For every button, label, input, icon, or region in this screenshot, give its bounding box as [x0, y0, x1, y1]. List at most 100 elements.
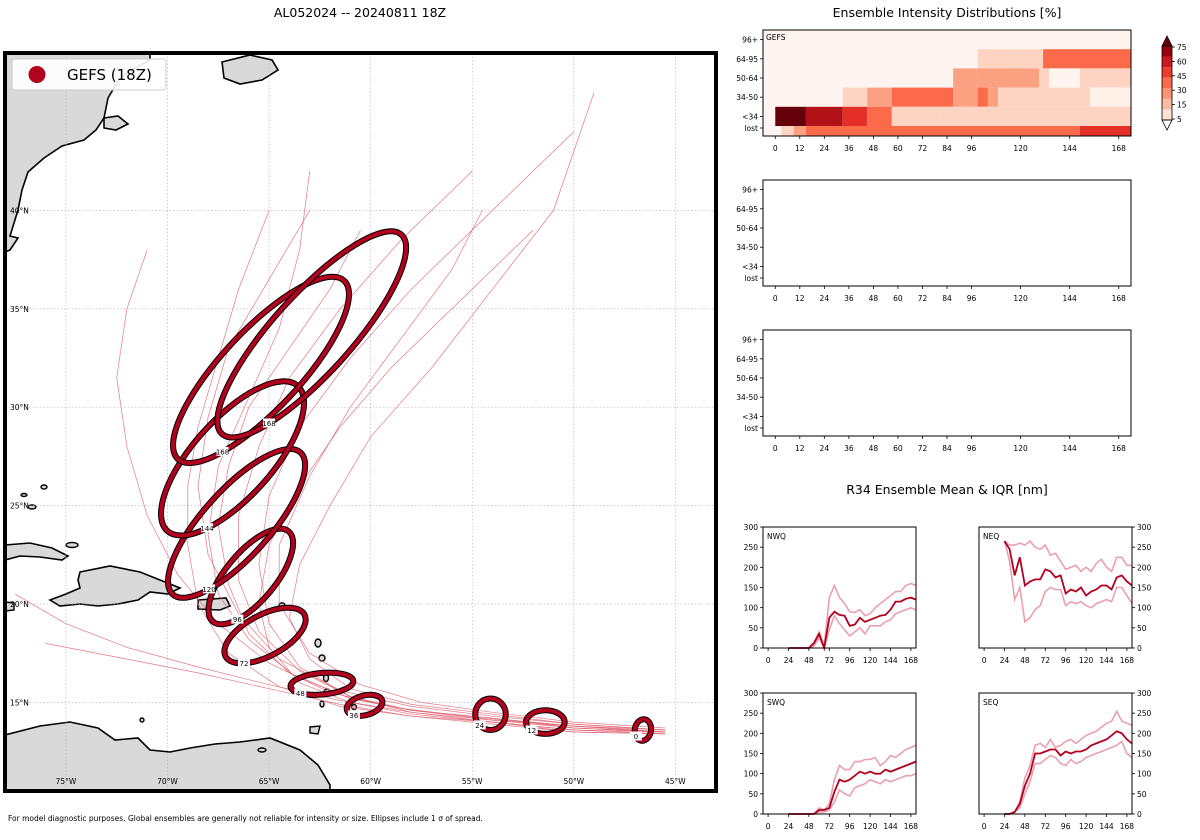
heatmap-cell	[940, 106, 1131, 126]
r34-iqr-lower	[1004, 740, 1133, 815]
heatmap-cell	[953, 68, 978, 88]
jamaica-land	[5, 601, 15, 612]
member-track	[278, 210, 666, 729]
r34-y-tick-label: 200	[1137, 729, 1152, 738]
heatmap-cell	[842, 106, 868, 126]
r34-x-tick-label: 48	[804, 822, 814, 831]
ellipse-96	[206, 526, 296, 627]
trinidad-land	[309, 725, 321, 735]
map-lat-tick-label: 20°N	[10, 600, 29, 609]
r34-x-tick-label: 96	[1061, 822, 1071, 831]
map-legend: GEFS (18Z)	[11, 58, 167, 91]
r34-y-tick-label: 50	[1137, 624, 1147, 633]
r34-y-tick-label: 50	[748, 790, 758, 799]
heatmap-x-tick-label: 168	[1112, 144, 1127, 153]
heatmap-x-tick-label: 120	[1013, 294, 1028, 303]
r34-title: R34 Ensemble Mean & IQR [nm]	[846, 482, 1048, 497]
r34-x-tick-label: 72	[825, 822, 835, 831]
heatmap-row-label: 34-50	[736, 243, 758, 252]
ellipse-label-bg	[262, 418, 275, 428]
r34-x-tick-label: 24	[1000, 656, 1010, 665]
r34-y-tick-label: 150	[1137, 584, 1152, 593]
ellipse-label-bg	[202, 584, 215, 594]
r34-x-tick-label: 144	[883, 822, 898, 831]
ellipse-24	[473, 696, 508, 732]
heatmap-x-tick-label: 96	[967, 294, 977, 303]
heatmap-cell	[1079, 68, 1131, 88]
heatmap-cell	[891, 106, 941, 126]
r34-x-tick-label: 72	[1041, 822, 1051, 831]
heatmap-row-label: <34	[742, 412, 758, 421]
r34-y-tick-label: 300	[744, 689, 759, 698]
heatmap-x-tick-label: 84	[942, 444, 952, 453]
heatmap-row-label: 64-95	[736, 205, 758, 214]
heatmap-x-tick-label: 24	[820, 294, 830, 303]
heatmap-x-tick-label: 144	[1063, 144, 1078, 153]
intensity-title: Ensemble Intensity Distributions [%]	[833, 5, 1062, 20]
heatmap-x-tick-label: 12	[795, 294, 805, 303]
r34-x-tick-label: 144	[1099, 822, 1114, 831]
ellipse-48	[288, 670, 356, 697]
heatmap-x-tick-label: 168	[1112, 444, 1127, 453]
r34-y-tick-label: 100	[744, 770, 759, 779]
heatmap-row-label: 34-50	[736, 93, 758, 102]
map-lat-tick-label: 30°N	[10, 403, 29, 412]
r34-x-tick-label: 96	[1061, 656, 1071, 665]
r34-x-tick-label: 168	[1120, 822, 1135, 831]
legend-marker	[28, 66, 46, 83]
intensity-colorbar: 5 15 30 45 60 75	[1161, 35, 1187, 131]
r34-x-tick-label: 48	[1020, 822, 1030, 831]
heatmap-cell	[775, 68, 954, 88]
ellipse-72	[222, 605, 308, 666]
heatmap-x-tick-label: 0	[773, 294, 778, 303]
r34-y-tick-label: 250	[1137, 709, 1152, 718]
heatmap-x-tick-label: 24	[820, 144, 830, 153]
r34-x-tick-label: 144	[883, 656, 898, 665]
ellipse-label-bg	[201, 523, 214, 533]
r34-x-tick-label: 120	[863, 656, 878, 665]
intensity-panel-gefs: 96+ 64-95 50-64 34-50 <34 lost 0 12 24 36 48 60 72 84…	[736, 29, 1132, 153]
r34-y-tick-label: 150	[744, 750, 759, 759]
heatmap-cell	[1043, 49, 1131, 69]
member-track	[238, 170, 666, 733]
r34-x-tick-label: 120	[1079, 656, 1094, 665]
r34-y-tick-label: 300	[1137, 689, 1152, 698]
r34-quadrant-label: SEQ	[983, 698, 998, 707]
ellipse-label-bg	[237, 658, 250, 668]
heatmap-cell	[998, 87, 1091, 107]
r34-y-tick-label: 100	[1137, 770, 1152, 779]
r34-iqr-lower	[1003, 540, 1133, 624]
map-lon-tick-label: 45°W	[665, 777, 686, 786]
heatmap-row-label: lost	[744, 124, 758, 133]
heatmap-x-tick-label: 144	[1063, 294, 1078, 303]
heatmap-cell	[781, 126, 794, 136]
ellipse-label-bg	[231, 614, 244, 624]
r34-y-tick-label: 100	[744, 604, 759, 613]
r34-x-tick-label: 96	[845, 822, 855, 831]
r34-y-tick-label: 250	[744, 709, 759, 718]
r34-iqr-upper	[1004, 539, 1132, 573]
ellipse-label-bg	[294, 688, 307, 698]
ellipse-label-168: 168	[262, 420, 275, 428]
map-lat-tick-label: 35°N	[10, 305, 29, 314]
heatmap-cell	[891, 87, 954, 107]
heatmap-row-label: 34-50	[736, 393, 758, 402]
ellipse-label-0: 0	[634, 733, 638, 741]
heatmap-x-tick-label: 120	[1013, 444, 1028, 453]
heatmap-panel-label: GEFS	[766, 33, 786, 42]
ellipse-168	[171, 274, 351, 465]
heatmap-x-tick-label: 120	[1013, 144, 1028, 153]
r34-x-tick-label: 72	[825, 656, 835, 665]
map-lon-tick-label: 65°W	[259, 777, 280, 786]
r34-y-tick-label: 0	[1137, 644, 1142, 653]
ellipse-label-bg	[525, 725, 538, 735]
heatmap-x-tick-label: 60	[893, 144, 903, 153]
cuba-land	[5, 542, 70, 561]
r34-x-tick-label: 96	[845, 656, 855, 665]
heatmap-cell	[977, 87, 988, 107]
heatmap-x-tick-label: 48	[869, 294, 879, 303]
r34-quadrant-label: SWQ	[767, 698, 785, 707]
heatmap-x-tick-label: 12	[795, 444, 805, 453]
